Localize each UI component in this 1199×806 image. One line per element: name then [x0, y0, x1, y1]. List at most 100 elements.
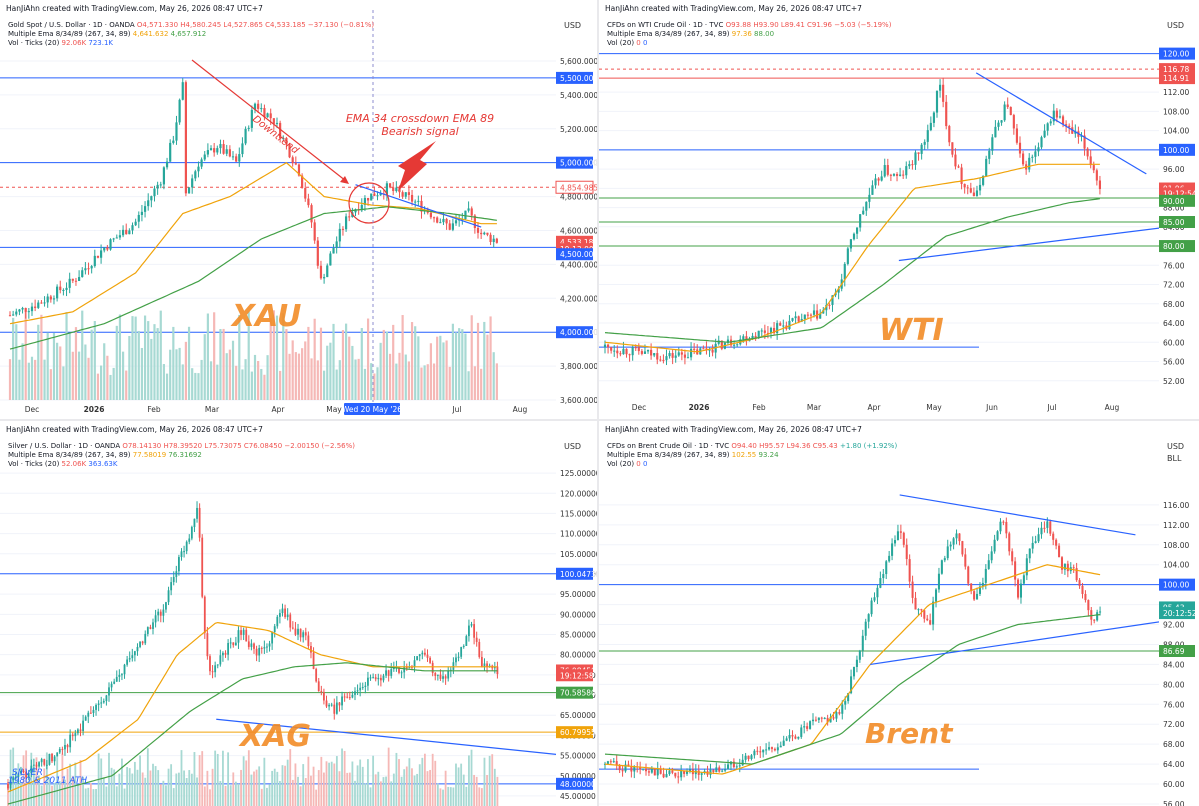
candle-body: [823, 717, 826, 719]
volume-bar: [284, 765, 286, 806]
candle-body: [154, 615, 157, 623]
candle-body: [288, 144, 291, 158]
panel-wti: WTI USD 52.00 56.00 60.00 64.00 68.00 72.00 76.…: [599, 0, 1199, 419]
wti-chart[interactable]: WTI USD 52.00 56.00 60.00 64.00 68.00 72.00 76.…: [599, 0, 1199, 419]
y-tick-label: 50.00000: [560, 772, 596, 781]
candle-body: [1084, 593, 1087, 601]
volume-bar: [78, 351, 81, 400]
volume-bar: [462, 774, 465, 806]
price-badge: [1159, 194, 1195, 207]
price-badge: [1159, 645, 1195, 658]
candle-body: [895, 174, 899, 176]
candle-body: [66, 744, 69, 748]
candle-body: [40, 302, 43, 304]
volume-bar: [185, 778, 188, 806]
candle-body: [87, 712, 90, 717]
candle-body: [825, 304, 828, 311]
volume-bar: [153, 324, 156, 400]
volume-bar: [420, 367, 423, 400]
candle-body: [727, 764, 730, 770]
candle-body: [354, 691, 356, 695]
volume-bar: [110, 767, 113, 806]
candle-body: [115, 676, 118, 682]
volume-bar: [418, 764, 421, 806]
volume-bar: [103, 343, 106, 400]
candle-body: [455, 657, 457, 663]
xau-chart[interactable]: XAU Downtrend EMA 34 crossdown EMA 89 Be…: [0, 0, 597, 419]
brent-chart[interactable]: Brent USD BLL 56.00 60.00 64.00 68.00 72.00 76.…: [599, 421, 1199, 806]
y-tick-label: 4,800.000: [560, 193, 597, 202]
x-tick-label: Aug: [513, 405, 528, 414]
candle-body: [751, 335, 754, 339]
volume-bar: [461, 329, 464, 400]
candle-body: [708, 349, 711, 351]
candle-body: [480, 656, 483, 667]
volume-bar: [146, 748, 149, 806]
candle-body: [650, 768, 653, 773]
candle-body: [467, 208, 470, 211]
candle-body: [439, 222, 442, 224]
candle-body: [715, 767, 718, 773]
candle-body: [62, 289, 65, 291]
price-badges: 120.00116.78114.91100.0091.9619:12:5490.…: [1159, 47, 1197, 253]
candle-body: [250, 643, 253, 647]
volume-bar: [439, 788, 442, 806]
candle-body: [184, 82, 187, 194]
candle-body: [370, 193, 373, 201]
volume-bar: [156, 328, 159, 400]
candle-body: [733, 344, 736, 346]
candle-body: [133, 651, 136, 656]
ohlc-value: O94.40: [731, 442, 759, 450]
candle-body: [1049, 121, 1052, 124]
xag-chart[interactable]: XAG SILVER 1980 & 2011 ATH USD 45.00000 50…: [0, 421, 597, 806]
candle-body: [896, 531, 899, 541]
candle-body: [677, 352, 680, 356]
volume-bar: [183, 770, 185, 806]
candle-body: [756, 750, 759, 752]
volume-bar: [147, 321, 150, 400]
candle-body: [926, 618, 929, 621]
candle-body: [674, 355, 677, 358]
candle-body: [865, 201, 868, 211]
candle-body: [855, 659, 858, 667]
candle-body: [826, 717, 829, 723]
price-badge-label: 116.78: [1163, 65, 1189, 74]
candle-body: [294, 163, 297, 165]
volume-bar: [38, 775, 40, 806]
volume-bar: [216, 364, 219, 400]
candle-body: [115, 237, 118, 239]
candle-body: [447, 670, 450, 679]
candle-body: [312, 652, 315, 669]
candle-body: [994, 126, 997, 138]
candle-body: [369, 677, 372, 679]
candle-body: [40, 759, 43, 763]
candle-body: [920, 144, 923, 154]
ema-value: 102.55: [732, 451, 759, 459]
candle-body: [877, 178, 880, 181]
volume-bar: [410, 322, 414, 400]
candle-body: [421, 652, 424, 655]
candle-body: [1017, 579, 1020, 598]
ohlc-value: O93.88: [726, 21, 754, 29]
candle-body: [46, 296, 49, 303]
price-axis: USD45.0000050.0000055.0000060.0000065.00…: [556, 421, 597, 806]
candle-body: [489, 234, 492, 242]
candles: [8, 78, 498, 319]
candle-body: [165, 602, 167, 610]
candle-body: [231, 156, 235, 158]
volume-bar: [377, 771, 380, 806]
candle-body: [628, 354, 631, 356]
volume-bar: [313, 318, 316, 400]
volume-label: Vol · Ticks (20): [8, 39, 62, 47]
volume-bar: [17, 763, 20, 806]
candle-body: [291, 157, 294, 164]
volume-bar: [232, 772, 235, 806]
candle-body: [211, 671, 214, 673]
volume-bar: [222, 750, 224, 806]
volume-bar: [126, 767, 129, 806]
volume-bar: [165, 785, 167, 806]
candle-body: [932, 112, 936, 123]
candle-body: [253, 643, 255, 649]
volume-bar: [257, 360, 260, 400]
y-tick-label: 64.00: [1163, 319, 1185, 328]
